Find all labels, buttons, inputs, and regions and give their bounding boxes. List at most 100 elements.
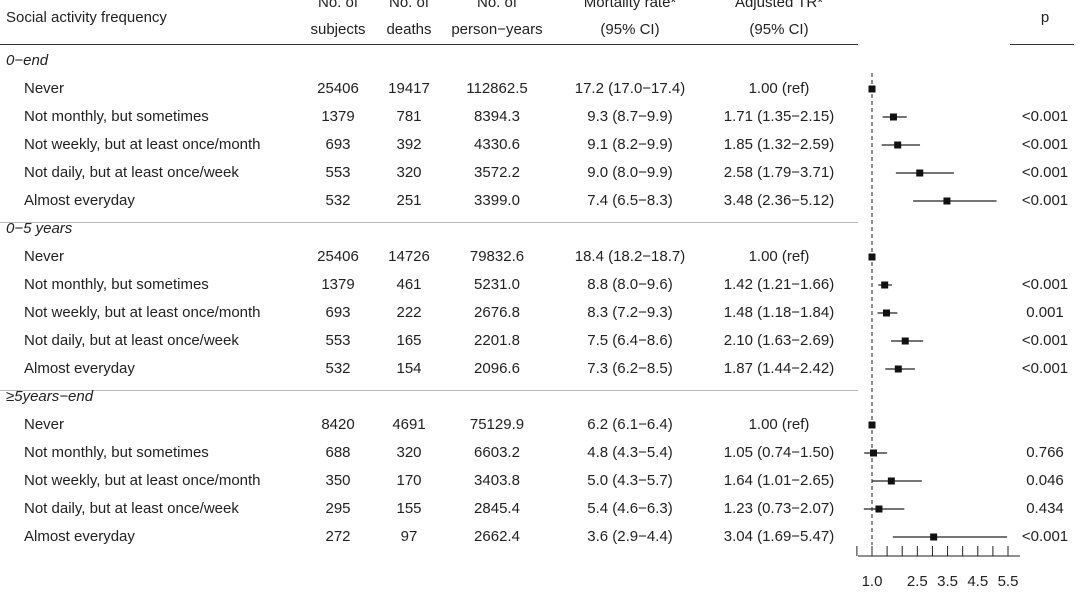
row-label: Almost everyday xyxy=(24,360,135,377)
cell-adjusted-tr: 1.85 (1.32−2.59) xyxy=(723,136,835,153)
cell-p: <0.001 xyxy=(1021,192,1069,209)
cell-person-years: 2201.8 xyxy=(474,332,520,349)
estimate-point xyxy=(901,337,909,345)
cell-subjects: 553 xyxy=(325,332,351,349)
cell-subjects: 25406 xyxy=(317,80,359,97)
cell-adjusted-tr: 2.58 (1.79−3.71) xyxy=(723,164,835,181)
cell-mortality-rate: 7.3 (6.2−8.5) xyxy=(587,360,673,377)
header-subjects-line2: subjects xyxy=(310,21,366,38)
estimate-point xyxy=(894,365,902,373)
x-tick-label: 2.5 xyxy=(907,573,928,590)
cell-subjects: 295 xyxy=(325,500,351,517)
cell-adjusted-tr: 1.64 (1.01−2.65) xyxy=(723,472,835,489)
cell-mortality-rate: 8.8 (8.0−9.6) xyxy=(587,276,673,293)
cell-subjects: 8420 xyxy=(321,416,355,433)
cell-adjusted-tr: 1.05 (0.74−1.50) xyxy=(723,444,835,461)
cell-adjusted-tr: 1.42 (1.21−1.66) xyxy=(723,276,835,293)
cell-deaths: 14726 xyxy=(388,248,430,265)
header-adjusted-line1: Adjusted TR* xyxy=(734,0,824,11)
estimate-point xyxy=(868,85,876,93)
cell-mortality-rate: 5.4 (4.6−6.3) xyxy=(587,500,673,517)
cell-adjusted-tr: 1.23 (0.73−2.07) xyxy=(723,500,835,517)
cell-subjects: 693 xyxy=(325,304,351,321)
cell-person-years: 4330.6 xyxy=(474,136,520,153)
cell-p: 0.001 xyxy=(1026,304,1064,321)
cell-adjusted-tr: 1.48 (1.18−1.84) xyxy=(723,304,835,321)
cell-adjusted-tr: 3.04 (1.69−5.47) xyxy=(723,528,835,545)
cell-p: <0.001 xyxy=(1021,528,1069,545)
cell-subjects: 272 xyxy=(325,528,351,545)
header-rule xyxy=(0,44,858,45)
cell-person-years: 79832.6 xyxy=(469,248,525,265)
cell-person-years: 6603.2 xyxy=(474,444,520,461)
row-label: Not weekly, but at least once/month xyxy=(24,136,261,153)
estimate-point xyxy=(883,309,891,317)
cell-adjusted-tr: 1.00 (ref) xyxy=(748,248,810,265)
header-rule-p xyxy=(1010,44,1074,45)
group-divider xyxy=(0,390,858,391)
header-person-years-line2: person−years xyxy=(451,21,543,38)
header-mortality-line1: Mortality rate* xyxy=(583,0,677,11)
group-label: 0−end xyxy=(6,52,49,69)
cell-deaths: 170 xyxy=(396,472,422,489)
estimate-point xyxy=(916,169,924,177)
cell-subjects: 553 xyxy=(325,164,351,181)
cell-person-years: 8394.3 xyxy=(474,108,520,125)
cell-adjusted-tr: 1.71 (1.35−2.15) xyxy=(723,108,835,125)
x-tick-label: 3.5 xyxy=(937,573,958,590)
cell-deaths: 97 xyxy=(400,528,418,545)
group-label: ≥5years−end xyxy=(6,388,94,405)
cell-deaths: 320 xyxy=(396,444,422,461)
cell-deaths: 19417 xyxy=(388,80,430,97)
row-label: Not weekly, but at least once/month xyxy=(24,304,261,321)
estimate-point xyxy=(943,197,951,205)
row-label: Not weekly, but at least once/month xyxy=(24,472,261,489)
estimate-point xyxy=(881,281,889,289)
cell-deaths: 155 xyxy=(396,500,422,517)
header-p: p xyxy=(1040,9,1050,26)
header-deaths-line1: No. of xyxy=(388,0,430,11)
cell-person-years: 112862.5 xyxy=(466,80,528,97)
header-mortality-line2: (95% CI) xyxy=(600,21,660,38)
cell-p: <0.001 xyxy=(1021,108,1069,125)
header-adjusted-line2: (95% CI) xyxy=(749,21,809,38)
cell-mortality-rate: 9.1 (8.2−9.9) xyxy=(587,136,673,153)
cell-p: <0.001 xyxy=(1021,136,1069,153)
cell-subjects: 350 xyxy=(325,472,351,489)
cell-mortality-rate: 18.4 (18.2−18.7) xyxy=(574,248,686,265)
cell-p: <0.001 xyxy=(1021,332,1069,349)
cell-person-years: 2845.4 xyxy=(474,500,520,517)
header-subjects-line1: No. of xyxy=(317,0,359,11)
cell-p: <0.001 xyxy=(1021,276,1069,293)
cell-person-years: 3399.0 xyxy=(474,192,520,209)
group-label: 0−5 years xyxy=(6,220,73,237)
cell-p: 0.766 xyxy=(1026,444,1064,461)
row-label: Not daily, but at least once/week xyxy=(24,500,239,517)
cell-p: 0.046 xyxy=(1026,472,1064,489)
cell-adjusted-tr: 1.00 (ref) xyxy=(748,416,810,433)
cell-mortality-rate: 9.3 (8.7−9.9) xyxy=(587,108,673,125)
cell-subjects: 1379 xyxy=(321,108,355,125)
row-label: Not monthly, but sometimes xyxy=(24,108,209,125)
cell-deaths: 222 xyxy=(396,304,422,321)
cell-mortality-rate: 7.4 (6.5−8.3) xyxy=(587,192,673,209)
cell-deaths: 461 xyxy=(396,276,422,293)
cell-deaths: 165 xyxy=(396,332,422,349)
header-deaths-line2: deaths xyxy=(386,21,432,38)
header-activity: Social activity frequency xyxy=(6,9,167,26)
cell-person-years: 3403.8 xyxy=(474,472,520,489)
cell-mortality-rate: 17.2 (17.0−17.4) xyxy=(574,80,686,97)
cell-mortality-rate: 3.6 (2.9−4.4) xyxy=(587,528,673,545)
cell-person-years: 3572.2 xyxy=(474,164,520,181)
cell-deaths: 4691 xyxy=(392,416,426,433)
cell-adjusted-tr: 1.00 (ref) xyxy=(748,80,810,97)
x-tick-label: 1.0 xyxy=(862,573,883,590)
row-label: Never xyxy=(24,80,65,97)
cell-adjusted-tr: 2.10 (1.63−2.69) xyxy=(723,332,835,349)
row-label: Not daily, but at least once/week xyxy=(24,164,239,181)
row-label: Not monthly, but sometimes xyxy=(24,276,209,293)
cell-subjects: 688 xyxy=(325,444,351,461)
cell-mortality-rate: 9.0 (8.0−9.9) xyxy=(587,164,673,181)
cell-mortality-rate: 8.3 (7.2−9.3) xyxy=(587,304,673,321)
